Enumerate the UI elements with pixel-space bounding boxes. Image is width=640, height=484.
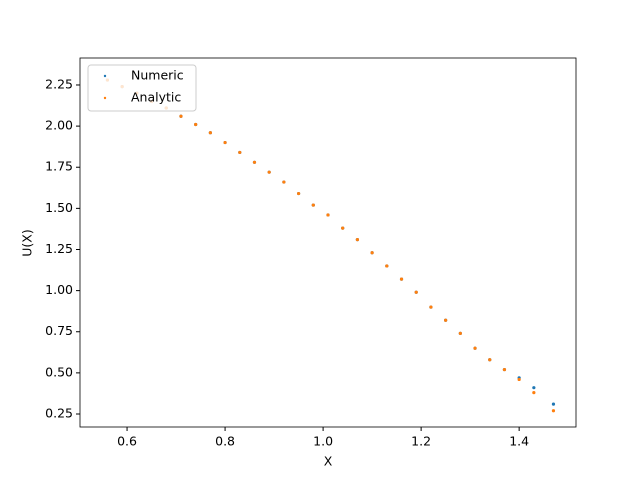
data-point: [252, 160, 257, 164]
data-point: [444, 318, 448, 322]
data-point: [238, 150, 242, 155]
data-point: [399, 277, 404, 281]
legend-box: [87, 64, 197, 112]
legend-marker: [103, 74, 107, 78]
data-point: [458, 331, 462, 335]
data-point: [179, 114, 183, 118]
data-point: [551, 402, 556, 406]
y-tick-label: 0.50: [45, 364, 73, 379]
y-tick-label: 2.25: [45, 76, 73, 91]
x-tick-label: 1.2: [411, 434, 431, 449]
data-point: [551, 409, 556, 413]
data-point: [341, 226, 345, 230]
data-point: [355, 238, 360, 242]
data-point: [326, 213, 330, 217]
data-point: [473, 346, 477, 350]
data-point: [385, 264, 389, 268]
y-axis-label: U(X): [20, 229, 35, 256]
y-tick-label: 1.50: [45, 200, 73, 215]
x-tick-label: 0.8: [215, 434, 235, 449]
plot-frame: [79, 57, 577, 428]
y-tick-label: 1.00: [45, 282, 73, 297]
data-point: [194, 122, 198, 127]
x-tick-label: 1.4: [509, 434, 529, 449]
data-point: [282, 180, 286, 184]
y-tick-label: 1.25: [45, 241, 73, 256]
y-tick-label: 2.00: [45, 118, 73, 133]
legend-label: Numeric: [131, 68, 184, 83]
data-point: [414, 290, 418, 294]
y-tick-label: 1.75: [45, 159, 73, 174]
y-tick-label: 0.25: [45, 406, 73, 421]
data-point: [208, 131, 212, 135]
data-point: [311, 203, 315, 207]
data-point: [296, 191, 301, 196]
data-point: [532, 386, 536, 390]
data-point: [223, 140, 227, 145]
y-tick-label: 0.75: [45, 323, 73, 338]
data-point: [370, 251, 374, 255]
legend-label: Analytic: [131, 90, 181, 105]
x-tick-label: 0.6: [117, 434, 137, 449]
data-point: [429, 305, 433, 309]
data-point: [502, 367, 507, 372]
data-point: [532, 391, 536, 395]
data-point: [267, 170, 271, 174]
x-axis-label: X: [324, 454, 333, 469]
data-point: [517, 377, 521, 382]
legend-marker: [103, 96, 107, 100]
data-point: [488, 358, 492, 362]
x-tick-label: 1.0: [313, 434, 333, 449]
